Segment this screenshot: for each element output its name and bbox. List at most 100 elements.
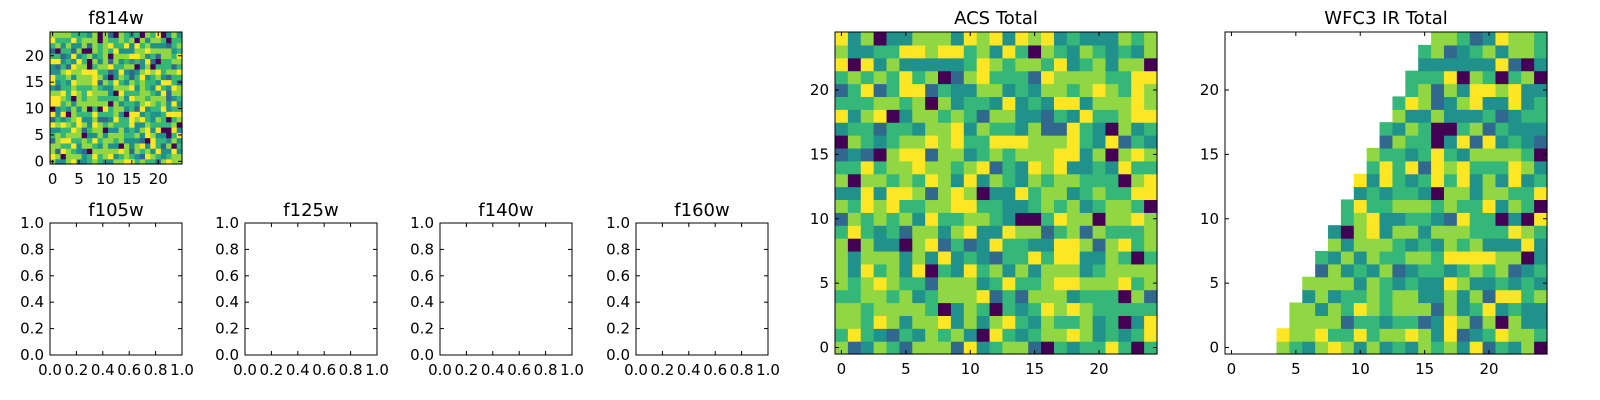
f814w-cell [118,100,125,107]
wfc3-ir-total-cell [1328,263,1342,278]
acs-total-cell [1079,70,1094,85]
wfc3-ir-total-cell [1469,263,1484,278]
wfc3-ir-total-cell [1431,276,1445,291]
f814w-cell [145,111,151,118]
acs-total-cell [873,96,888,110]
panel-acs-total-title: ACS Total [954,8,1038,29]
f814w-cell [139,84,146,91]
wfc3-ir-total-cell [1521,83,1535,97]
f814w-cell [176,74,183,81]
f814w-cell [60,53,67,59]
f814w-cell [139,137,146,144]
wfc3-ir-total-cell [1392,328,1406,342]
panel-f105w-title: f105w [88,200,143,221]
acs-total-cell [1092,96,1107,110]
f814w-cell [134,116,141,123]
wfc3-ir-total-cell [1340,289,1355,304]
f814w-cell [102,37,109,44]
f814w-cell [171,58,178,65]
wfc3-ir-total-cell [1443,44,1458,59]
acs-total-cell [1118,160,1132,175]
f814w-cell [160,90,167,96]
f160w-ytick-label: 0.2 [606,320,630,338]
f125w-ytick-label: 1.0 [215,214,239,232]
acs-total-cell [1079,160,1094,175]
f814w-cell [71,111,77,118]
f814w-cell [65,116,72,123]
f814w-cell [160,127,167,133]
acs-total-cell [1028,328,1042,342]
f814w-cell [118,105,125,112]
acs-total-cell [1015,32,1029,46]
f814w-cell [129,90,136,96]
wfc3-ir-total-cell [1418,341,1432,355]
wfc3-ir-total-cell [1495,44,1509,59]
f814w-cell [145,90,151,96]
f814w-cell [76,153,83,160]
wfc3-ir-total-cell [1392,147,1406,162]
f814w-cell [50,90,56,96]
acs-total-cell [835,96,849,110]
f814w-cell [123,37,130,44]
wfc3-ir-total-cell [1482,57,1497,72]
wfc3-ir-total-cell [1534,44,1548,59]
f814w-cell [123,42,130,49]
acs-total-cell [1144,276,1158,291]
f125w-xtick-label: 0.4 [286,361,310,379]
acs-total-ytick-label: 0 [819,339,829,357]
acs-total-cell [1144,32,1158,46]
acs-total-cell [938,96,952,110]
panel-f125w: f125w 0.0 0.2 0.4 0.6 0.8 1.00.00.20.40.60.81… [215,200,389,379]
acs-total-cell [1041,32,1055,46]
f814w-cell [150,121,157,128]
f814w-cell [123,90,130,96]
wfc3-ir-total-cell [1315,302,1329,316]
wfc3-ir-total-cell [1521,57,1535,72]
f814w-cell [97,100,104,107]
acs-total-cell [1092,160,1107,175]
f814w-cell [118,79,125,86]
wfc3-ir-total-cell [1534,225,1548,239]
acs-total-cell [1041,147,1055,162]
acs-total-cell [1041,57,1055,72]
f814w-cell [102,127,109,133]
acs-total-cell [912,109,926,123]
acs-total-cell [925,263,939,278]
wfc3-ir-total-cell [1469,147,1484,162]
acs-total-cell [1015,328,1029,342]
wfc3-ir-total-cell [1508,186,1522,201]
acs-total-cell [1131,263,1145,278]
f814w-cell [145,74,151,81]
f814w-cell [60,121,67,128]
f814w-cell [86,142,93,149]
acs-total-cell [963,199,978,213]
f814w-cell [60,153,67,160]
f814w-cell [81,37,88,44]
wfc3-ir-total-cell [1469,289,1484,304]
f814w-cell [108,153,114,160]
f814w-cell [129,132,136,139]
acs-total-cell [989,109,1004,123]
acs-total-cell [925,186,939,201]
wfc3-ir-total-cell [1405,225,1419,239]
wfc3-ir-total-cell [1328,276,1342,291]
wfc3-ir-total-cell [1495,122,1509,136]
acs-total-cell [873,199,888,213]
f814w-cell [145,132,151,139]
acs-total-cell [860,315,875,329]
f814w-cell [60,116,67,123]
wfc3-ir-total-cell [1534,122,1548,136]
f814w-cell [123,95,130,102]
f814w-cell [81,79,88,86]
f814w-cell [176,58,183,65]
acs-total-cell [899,83,913,97]
f814w-cell [55,137,62,144]
acs-total-cell [886,173,900,188]
acs-total-cell [925,238,939,252]
acs-total-cell [1118,32,1132,46]
wfc3-ir-total-cell [1328,238,1342,252]
wfc3-ir-total-cell [1456,96,1471,110]
f814w-cell [171,153,178,160]
f814w-cell [92,132,99,139]
acs-total-cell [873,122,888,136]
